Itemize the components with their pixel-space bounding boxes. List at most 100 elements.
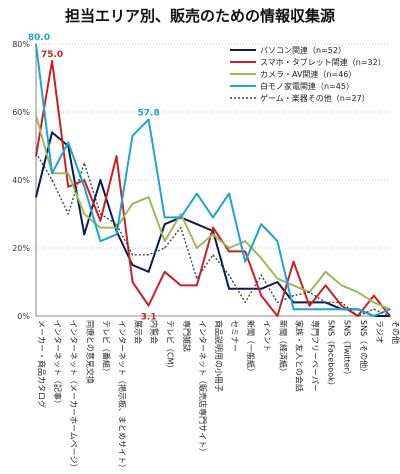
x-tick-label: テレビ（CM）	[166, 320, 175, 373]
data-point	[196, 247, 198, 249]
data-point	[357, 308, 359, 310]
data-point	[164, 271, 166, 273]
x-tick-label: インターネット（メーカーホームページ）	[69, 320, 78, 472]
data-point	[67, 172, 69, 174]
data-point	[51, 60, 53, 62]
x-tick-label: 新聞（経済紙）	[278, 320, 288, 376]
data-point	[276, 301, 278, 303]
x-tick-label: 展示会	[134, 320, 144, 344]
data-point	[308, 308, 311, 310]
y-tick-label: 40%	[12, 176, 30, 185]
data-point	[196, 284, 198, 286]
data-point	[244, 240, 246, 242]
data-point	[389, 308, 391, 310]
data-point	[51, 172, 53, 174]
data-point	[325, 308, 327, 310]
legend-entry: ゲーム・楽器その他（n=27）	[260, 93, 370, 103]
x-tick-label: 同僚との意見交換	[85, 320, 95, 384]
data-point	[244, 288, 246, 290]
data-point	[164, 216, 166, 218]
data-point	[389, 315, 391, 317]
data-point	[67, 213, 69, 215]
data-point	[228, 247, 230, 249]
data-point	[244, 250, 246, 252]
data-point	[212, 233, 214, 235]
data-point	[83, 186, 85, 188]
data-point	[180, 284, 182, 286]
data-point	[148, 196, 150, 198]
grid: 0% 20% 40% 60% 80%	[12, 40, 390, 321]
data-point	[292, 295, 295, 297]
data-point	[260, 274, 262, 276]
data-point	[276, 281, 278, 283]
data-point	[51, 179, 53, 181]
x-tick-label: その他	[391, 320, 400, 344]
y-tick-label: 20%	[12, 244, 30, 253]
data-point	[373, 315, 375, 317]
data-label: 57.8	[138, 108, 160, 118]
chart-title: 担当エリア別、販売のための情報収集源	[65, 7, 335, 25]
data-point	[196, 193, 198, 195]
data-point	[51, 131, 53, 133]
data-point	[67, 142, 69, 144]
data-point	[228, 288, 230, 290]
legend-entry: パソコン関連（n=52）	[260, 45, 346, 55]
x-tick-label: インターネット（販売店専門サイト）	[198, 320, 208, 456]
data-point	[341, 284, 343, 286]
data-point	[131, 254, 134, 256]
data-point	[164, 240, 166, 242]
x-tick-label: SNS（その他）	[359, 320, 369, 376]
legend-entry: カメラ・AV関連（n=46）	[260, 69, 356, 79]
x-tick-labels: メーカー・商品カタログ インターネット（記事） インターネット（メーカーホームページ…	[37, 320, 400, 472]
data-point	[180, 213, 182, 215]
data-label: 3.1	[141, 312, 157, 322]
data-point	[83, 233, 85, 235]
data-point	[131, 281, 134, 283]
data-point	[180, 216, 182, 218]
data-point	[244, 301, 246, 303]
data-label: 80.0	[28, 33, 50, 43]
data-point	[148, 304, 150, 307]
data-point	[83, 179, 85, 181]
data-point	[148, 271, 150, 273]
data-point	[260, 223, 262, 225]
data-point	[244, 261, 246, 263]
data-point	[196, 223, 198, 225]
axes	[35, 44, 390, 317]
data-point	[196, 278, 198, 280]
series-line-0	[35, 131, 390, 317]
data-point	[148, 118, 150, 121]
x-tick-label: インターネット（掲示板、まとめサイト）	[117, 320, 127, 472]
data-point	[99, 213, 101, 215]
data-labels: 80.0 75.0 57.8 3.1	[28, 33, 160, 322]
data-point	[276, 240, 278, 242]
data-point	[228, 193, 230, 195]
data-point	[35, 196, 37, 198]
data-point	[308, 305, 311, 307]
x-tick-label: テレビ（番組）	[101, 320, 111, 376]
y-tick-label: 60%	[12, 108, 30, 117]
data-point	[357, 315, 359, 317]
data-point	[131, 135, 134, 137]
data-point	[276, 315, 278, 317]
x-tick-label: SNS（Twitter）	[343, 320, 352, 379]
data-point	[131, 203, 134, 205]
data-point	[228, 250, 230, 252]
data-point	[180, 227, 182, 229]
data-point	[373, 295, 375, 297]
data-point	[115, 233, 118, 235]
data-point	[212, 254, 214, 256]
data-point	[83, 213, 85, 215]
x-tick-label: SNS（Facebook）	[327, 320, 336, 390]
x-tick-label: 新聞（一般紙）	[246, 320, 256, 376]
series-line-2	[35, 115, 391, 311]
x-tick-label: 内覧会	[150, 320, 160, 344]
data-point	[341, 305, 343, 307]
data-point	[35, 43, 37, 45]
data-point	[260, 257, 262, 259]
data-point	[99, 227, 101, 229]
data-point	[308, 291, 311, 293]
data-point	[260, 295, 262, 297]
y-tick-label: 80%	[12, 40, 30, 49]
